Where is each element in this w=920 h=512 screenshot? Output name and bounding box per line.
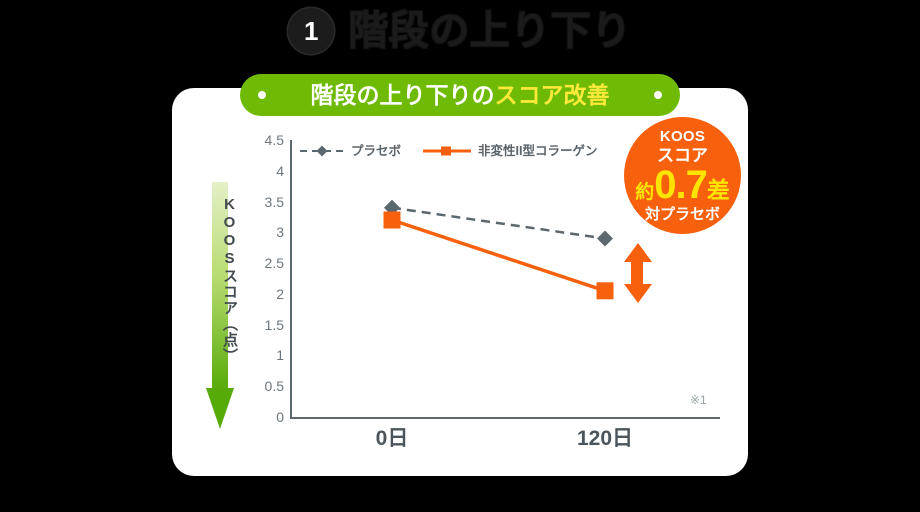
x-axis-line <box>290 417 720 419</box>
step-number-badge: 1 <box>288 8 335 54</box>
banner-text-highlight: スコア改善 <box>494 81 610 108</box>
y-axis-tick-0.5: 0.5 <box>264 378 284 395</box>
badge-value-row: 約 0.7 差 <box>635 165 730 205</box>
footnote-marker: ※1 <box>690 393 707 407</box>
legend-label-placebo: プラセボ <box>351 143 402 158</box>
chart-title-banner-text: 階段の上り下りのスコア改善 <box>310 81 610 108</box>
legend-marker-solid-square-icon <box>423 146 472 156</box>
data-point-collagen-1 <box>596 282 614 300</box>
legend-item-collagen: 非変性II型コラーゲン <box>423 144 597 158</box>
data-point-collagen-0 <box>383 211 401 229</box>
y-axis-label: KOOSスコア（点） <box>221 196 238 364</box>
difference-callout-badge: KOOS スコア 約 0.7 差 対プラセボ <box>624 117 741 234</box>
y-axis-tick-3: 3 <box>276 224 284 241</box>
y-axis-ticks: 4.5 4 3.5 3 2.5 2 1.5 1 0.5 0 <box>242 0 284 512</box>
y-axis-tick-2.5: 2.5 <box>264 255 284 272</box>
legend-item-placebo: プラセボ <box>300 144 401 158</box>
y-axis-tick-4: 4 <box>276 162 284 179</box>
legend-marker-dashed-diamond-icon <box>300 145 344 157</box>
badge-approx: 約 <box>635 182 655 203</box>
chart-legend: プラセボ 非変性II型コラーゲン <box>300 144 597 158</box>
series-line-placebo <box>391 206 606 240</box>
badge-line-koos: KOOS <box>659 128 706 145</box>
dot-icon-left <box>258 91 266 99</box>
score-direction-arrow-icon <box>206 182 234 429</box>
badge-line-score: スコア <box>657 146 708 165</box>
badge-line-vs-placebo: 対プラセボ <box>644 206 720 223</box>
x-axis-tick-0: 0日 <box>375 427 409 450</box>
y-axis-tick-1: 1 <box>276 347 284 364</box>
badge-unit: 差 <box>706 177 730 203</box>
series-line-collagen <box>391 218 606 293</box>
y-axis-tick-2: 2 <box>276 285 284 302</box>
badge-value: 0.7 <box>654 163 708 207</box>
banner-text-plain: 階段の上り下りの <box>310 81 495 108</box>
y-axis-tick-3.5: 3.5 <box>264 193 284 210</box>
y-axis-tick-1.5: 1.5 <box>264 316 284 333</box>
page-header: 1 階段の上り下り <box>0 0 920 62</box>
y-axis-tick-4.5: 4.5 <box>264 132 284 148</box>
y-axis-line <box>290 140 292 419</box>
x-axis-tick-1: 120日 <box>576 427 634 450</box>
page-title: 階段の上り下り <box>348 9 632 53</box>
y-axis-tick-0: 0 <box>276 409 284 425</box>
data-point-placebo-1 <box>597 230 613 247</box>
dot-icon-right <box>654 91 662 99</box>
chart-title-banner: 階段の上り下りのスコア改善 <box>240 74 680 116</box>
difference-double-arrow-icon <box>624 243 652 303</box>
legend-label-collagen: 非変性II型コラーゲン <box>478 143 598 158</box>
